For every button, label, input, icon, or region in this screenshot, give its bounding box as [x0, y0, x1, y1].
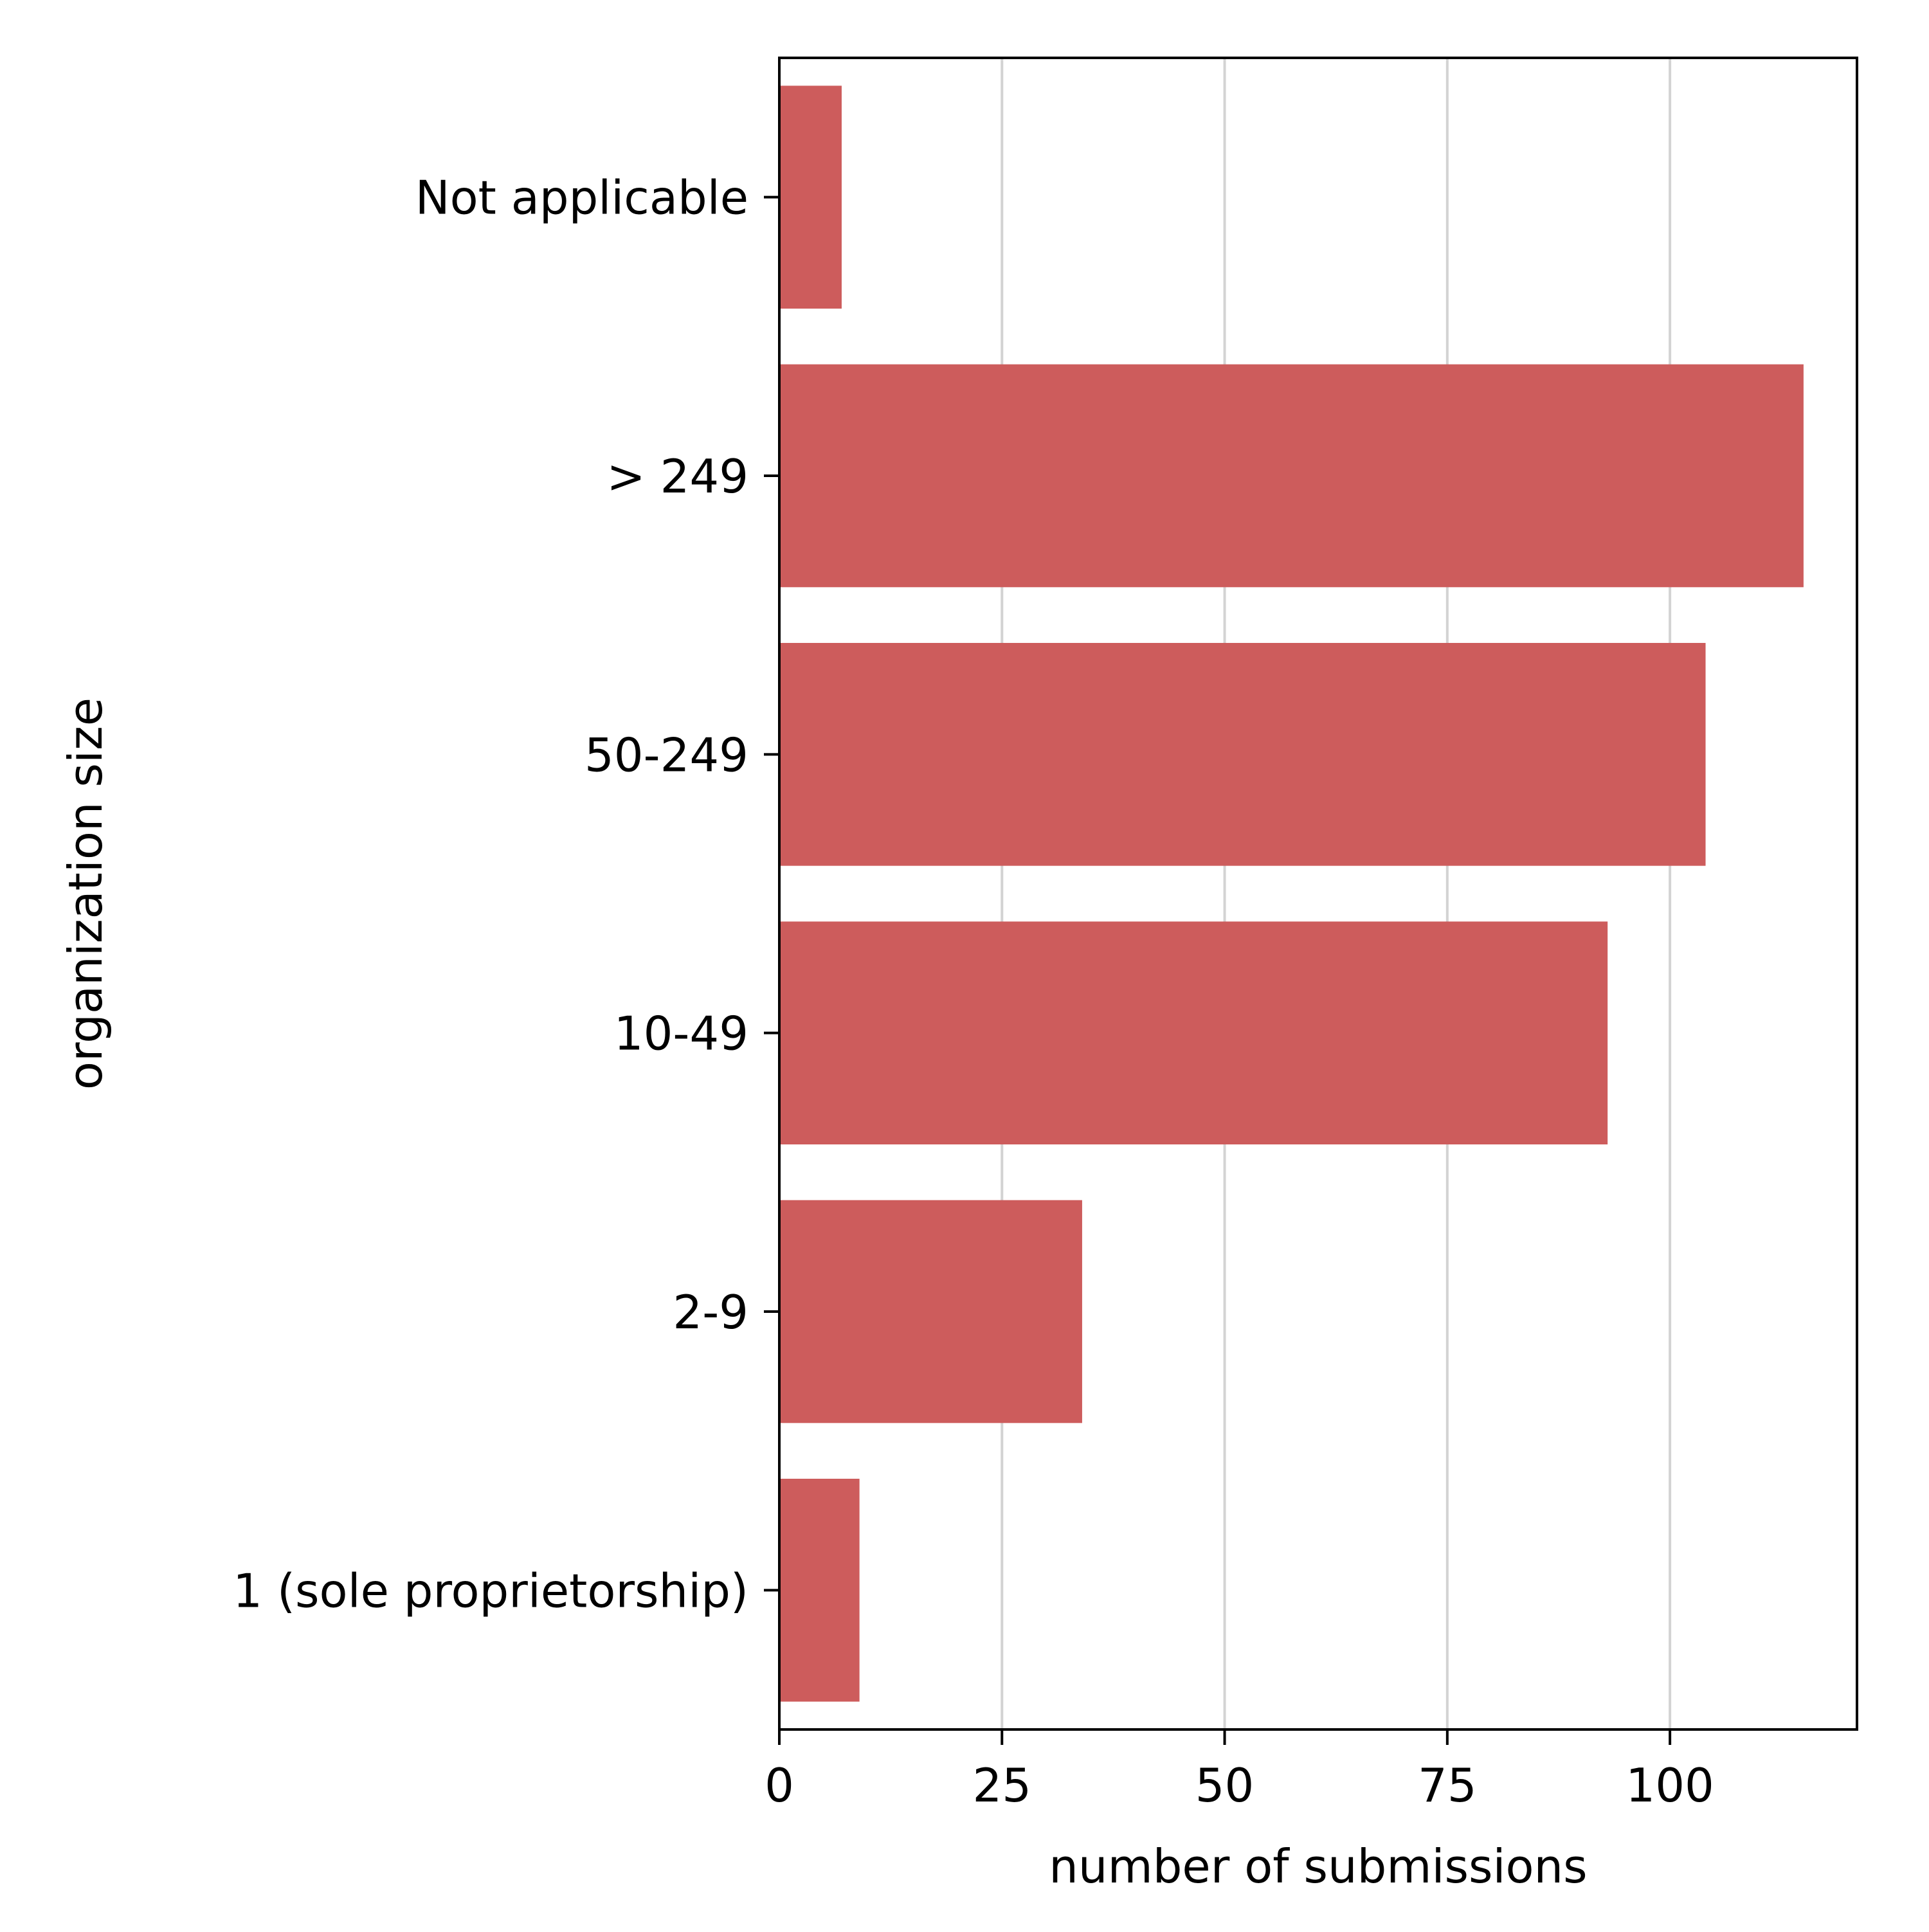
x-axis-title: number of submissions	[1049, 1839, 1587, 1893]
bar	[779, 1479, 860, 1702]
bar	[779, 86, 842, 309]
x-tick-label: 75	[1418, 1758, 1477, 1812]
plot-frame	[778, 57, 1858, 1731]
y-axis-ticks: 1 (sole proprietorship) 2-9 10-49 50-249 > 2…	[233, 171, 779, 1618]
x-tick-label: 25	[972, 1758, 1031, 1812]
bar	[779, 921, 1608, 1144]
bar	[779, 364, 1804, 588]
y-axis-title: organization size	[59, 698, 113, 1090]
x-tick-label: 100	[1626, 1758, 1714, 1812]
bar	[779, 1200, 1082, 1423]
y-tick-label: 1 (sole proprietorship)	[233, 1564, 748, 1618]
y-tick-label: > 249	[606, 449, 748, 503]
x-tick-label: 0	[765, 1758, 794, 1812]
y-tick-label: 2-9	[673, 1285, 748, 1339]
x-axis-ticks: 0 25 50 75 100	[765, 1729, 1714, 1812]
bars	[779, 86, 1804, 1702]
y-tick-label: 10-49	[614, 1007, 748, 1061]
y-tick-label: 50-249	[584, 728, 748, 782]
x-tick-label: 50	[1195, 1758, 1254, 1812]
bar	[779, 643, 1706, 866]
y-tick-label: Not applicable	[415, 171, 748, 225]
